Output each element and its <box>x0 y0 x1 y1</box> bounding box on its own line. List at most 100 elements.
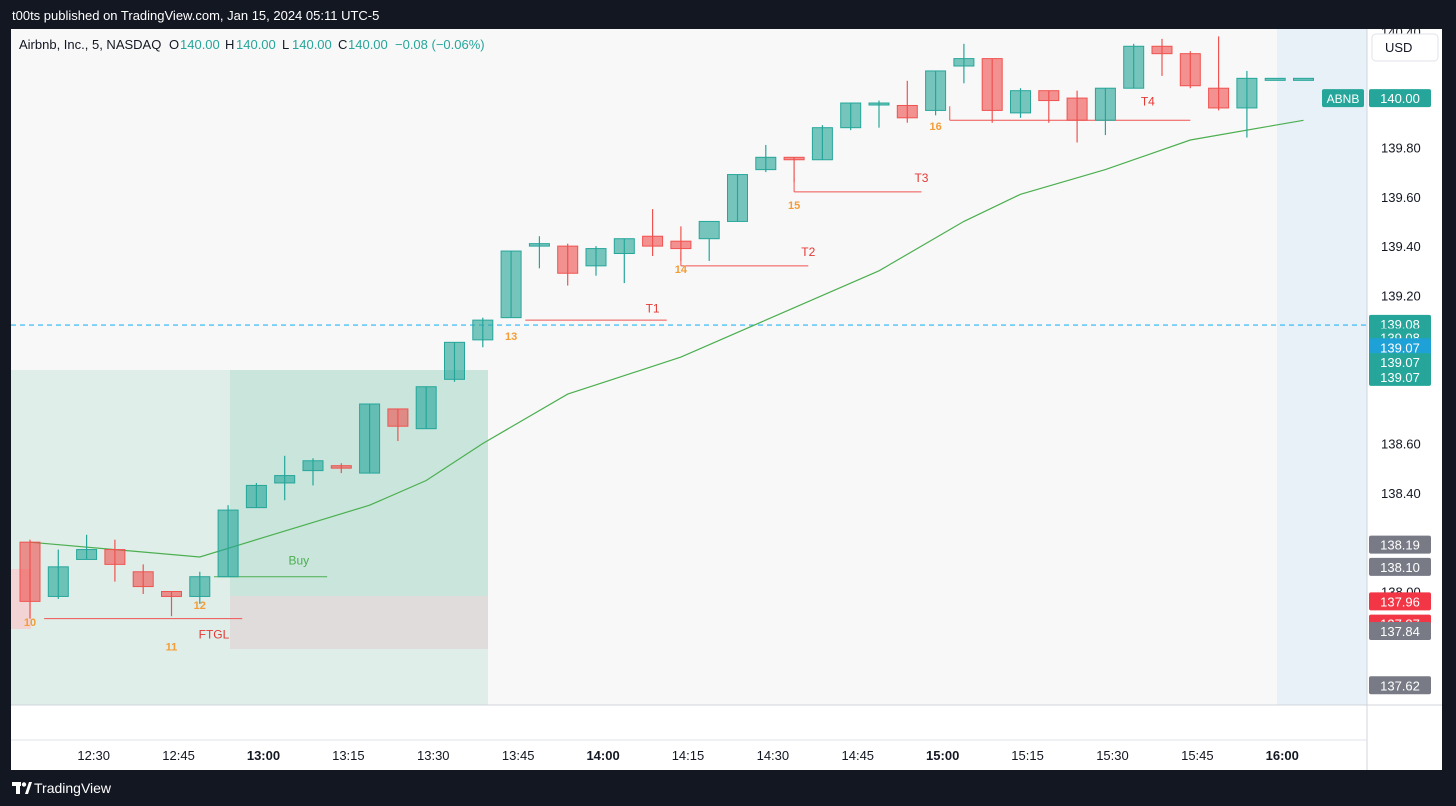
price-tag: 137.62 <box>1369 676 1431 695</box>
legend-low: 140.00 <box>292 37 332 52</box>
candle[interactable] <box>387 408 409 442</box>
candle[interactable] <box>528 236 550 269</box>
candle[interactable] <box>925 70 947 116</box>
candle[interactable] <box>1066 90 1088 143</box>
price-tag: 139.08 <box>1369 314 1431 333</box>
candle-body <box>528 243 550 247</box>
candle-body <box>698 220 720 240</box>
symbol-tag-text: ABNB <box>1327 92 1360 106</box>
candle[interactable] <box>783 156 805 182</box>
candle[interactable] <box>670 226 692 261</box>
candle[interactable] <box>755 144 777 173</box>
price-tag-bg <box>1369 338 1431 357</box>
candle-body <box>1038 90 1060 102</box>
candle[interactable] <box>1094 87 1116 136</box>
time-tick: 15:15 <box>1011 748 1044 763</box>
candle-body <box>47 566 69 597</box>
time-tick: 15:30 <box>1096 748 1129 763</box>
candle[interactable] <box>274 455 296 501</box>
price-tag: 138.19 <box>1369 535 1431 554</box>
candle[interactable] <box>868 100 890 128</box>
time-tick: 15:45 <box>1181 748 1214 763</box>
candle[interactable] <box>1010 88 1031 118</box>
candle[interactable] <box>47 549 69 599</box>
candle[interactable] <box>896 80 918 123</box>
price-tag-text: 139.07 <box>1380 355 1420 370</box>
currency-button[interactable]: USD <box>1371 33 1439 62</box>
candle-body <box>1208 87 1230 109</box>
legend-symbol: Airbnb, Inc., 5, NASDAQ <box>19 37 161 52</box>
time-tick: 13:45 <box>502 748 535 763</box>
candle[interactable] <box>1208 36 1230 111</box>
candle[interactable] <box>1151 38 1173 76</box>
price-tag: 139.07 <box>1369 338 1431 357</box>
candle-body <box>76 549 98 560</box>
price-tag-text: 138.10 <box>1380 560 1420 575</box>
annotation-t2: T2 <box>801 245 815 259</box>
candle[interactable] <box>727 174 748 222</box>
candle[interactable] <box>189 571 211 604</box>
candle[interactable] <box>981 58 1003 123</box>
candle[interactable] <box>330 463 352 474</box>
price-tag-text: 139.08 <box>1380 317 1420 332</box>
legend-change: −0.08 (−0.06%) <box>395 37 485 52</box>
candle-body <box>217 509 239 578</box>
price-tag: 139.07 <box>1369 353 1431 372</box>
candle-body <box>953 58 975 67</box>
annotation-10: 10 <box>24 617 36 629</box>
candle[interactable] <box>245 482 267 509</box>
time-tick: 12:30 <box>77 748 110 763</box>
brand-name[interactable]: TradingView <box>34 780 112 796</box>
price-tag-bg <box>1369 314 1431 333</box>
candle[interactable] <box>585 246 607 276</box>
price-tick: 138.40 <box>1381 486 1421 501</box>
candle-body <box>472 319 494 341</box>
candle[interactable] <box>698 220 720 261</box>
candle[interactable] <box>472 317 494 348</box>
tradingview-logo-icon <box>12 782 32 794</box>
price-tag-bg <box>1369 535 1431 554</box>
candle-body <box>670 240 692 250</box>
candle[interactable] <box>415 386 437 430</box>
price-tag-text: 137.62 <box>1380 678 1420 693</box>
price-tag-text: 139.07 <box>1380 340 1420 355</box>
candle[interactable] <box>1179 51 1201 89</box>
candle[interactable] <box>132 564 154 594</box>
price-tag-text: 140.00 <box>1380 91 1420 106</box>
candle[interactable] <box>217 505 239 578</box>
candle-body <box>925 70 947 111</box>
candle[interactable] <box>1236 70 1258 138</box>
annotation-ftgl: FTGL <box>199 627 230 641</box>
candle[interactable] <box>19 539 41 619</box>
price-tag: 139.07 <box>1369 367 1431 386</box>
candle[interactable] <box>953 43 975 84</box>
legend-low-label: L <box>282 37 289 52</box>
candle-body <box>642 235 664 247</box>
candle[interactable] <box>1264 77 1286 81</box>
candle[interactable] <box>1293 77 1314 81</box>
time-tick: 13:30 <box>417 748 450 763</box>
candle[interactable] <box>1123 43 1145 89</box>
stop-zone <box>230 596 488 649</box>
candle[interactable] <box>500 250 522 319</box>
time-tick: 14:45 <box>842 748 875 763</box>
annotation-16: 16 <box>929 121 941 133</box>
candle[interactable] <box>444 341 465 382</box>
candle[interactable] <box>642 209 664 256</box>
candle[interactable] <box>104 539 126 582</box>
candle[interactable] <box>613 238 635 284</box>
candle[interactable] <box>359 403 381 474</box>
legend-open-label: O <box>169 37 179 52</box>
candle-body <box>500 250 522 319</box>
price-tag-text: 137.84 <box>1380 624 1420 639</box>
candle[interactable] <box>840 102 862 131</box>
candle[interactable] <box>161 591 182 617</box>
candle[interactable] <box>557 243 579 286</box>
candle[interactable] <box>302 458 324 486</box>
candle[interactable] <box>811 125 833 161</box>
candle[interactable] <box>1038 90 1060 123</box>
price-tag: 140.00 <box>1369 89 1431 108</box>
candle[interactable] <box>76 534 98 560</box>
